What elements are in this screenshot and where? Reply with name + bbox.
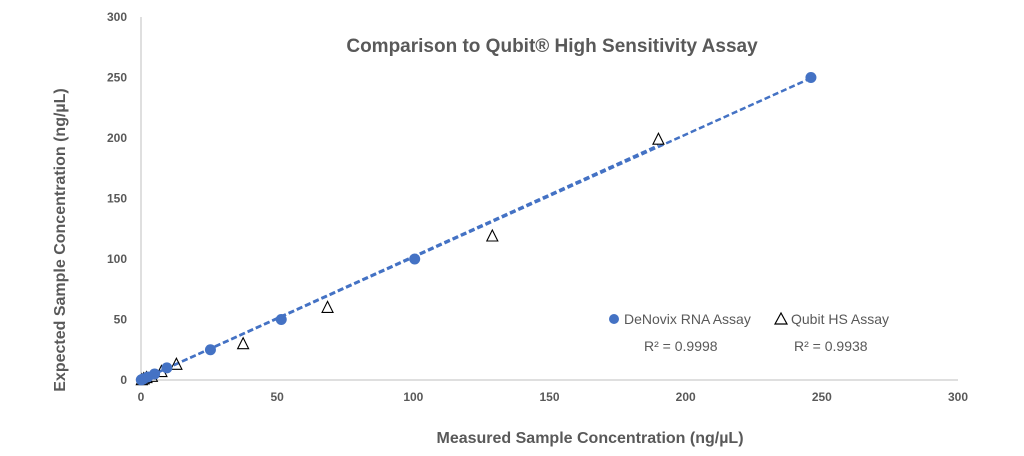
legend-label-qubit: Qubit HS Assay: [791, 311, 889, 327]
chart-title: Comparison to Qubit® High Sensitivity As…: [346, 36, 758, 57]
data-point-qubit: [652, 131, 665, 145]
r-squared-qubit: R² = 0.9938: [794, 338, 868, 354]
x-axis-label: Measured Sample Concentration (ng/µL): [436, 430, 743, 447]
y-axis-label: Expected Sample Concentration (ng/µL): [52, 88, 69, 391]
legend-marker-qubit: [773, 311, 789, 325]
x-tick-label: 150: [539, 390, 559, 404]
data-point-denovix: [149, 368, 161, 380]
legend-label-denovix: DeNovix RNA Assay: [624, 311, 751, 327]
x-tick-label: 100: [403, 390, 423, 404]
y-tick-label: 150: [107, 192, 127, 206]
axes: [140, 17, 958, 381]
x-tick-labels: 0 50 100 150 200 250 300: [138, 390, 969, 404]
y-tick-label: 0: [120, 373, 127, 387]
y-tick-label: 200: [107, 131, 127, 145]
data-point-qubit: [321, 300, 334, 313]
y-tick-label: 300: [107, 10, 127, 24]
y-tick-label: 50: [114, 313, 128, 327]
legend-marker-denovix: [609, 314, 619, 324]
y-tick-label: 100: [107, 252, 127, 266]
x-tick-label: 50: [270, 390, 284, 404]
data-point-denovix: [204, 344, 216, 356]
data-point-denovix: [805, 72, 817, 83]
data-points: [135, 72, 817, 386]
r-squared-denovix: R² = 0.9998: [644, 338, 718, 354]
data-point-qubit: [485, 228, 499, 242]
x-tick-label: 250: [812, 390, 832, 404]
legend: DeNovix RNA Assay Qubit HS Assay R² = 0.…: [609, 311, 889, 354]
x-tick-label: 200: [676, 390, 696, 404]
data-point-denovix: [161, 362, 173, 374]
x-tick-label: 0: [138, 390, 145, 404]
data-point-denovix: [275, 314, 287, 325]
x-tick-label: 300: [948, 390, 968, 404]
trendlines: [140, 76, 812, 382]
data-point-denovix: [409, 253, 421, 265]
y-tick-label: 250: [107, 71, 127, 85]
y-tick-labels: 0 50 100 150 200 250 300: [107, 10, 127, 387]
trendline-qubit: [140, 144, 659, 382]
data-point-qubit: [170, 357, 183, 370]
data-point-qubit: [236, 336, 250, 350]
